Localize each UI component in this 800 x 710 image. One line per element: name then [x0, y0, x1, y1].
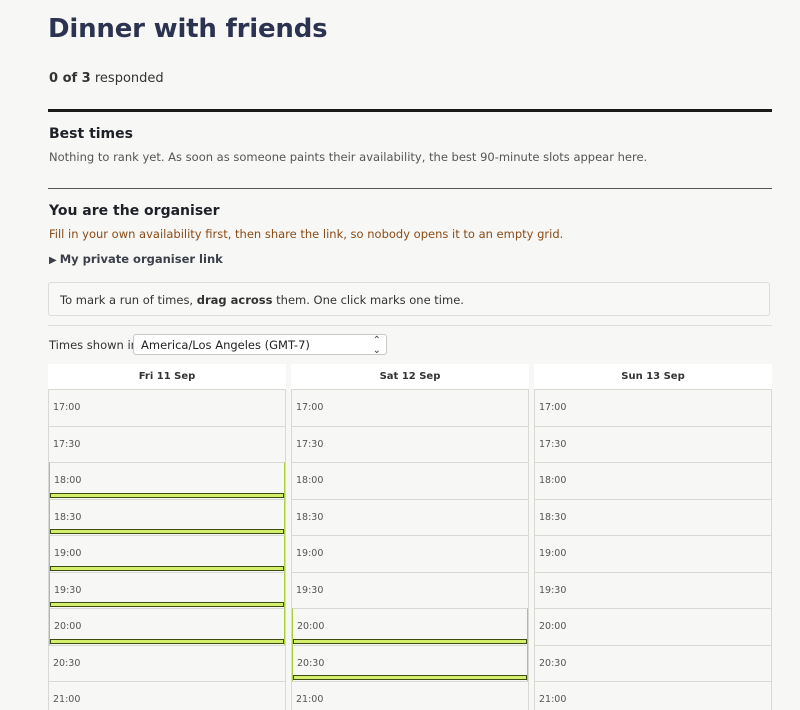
availability-marker [293, 675, 527, 680]
time-slot-label: 21:00 [296, 694, 324, 705]
time-slot-label: 19:00 [539, 548, 567, 559]
time-slot-label: 19:30 [296, 584, 324, 596]
section-divider [48, 188, 772, 189]
time-slot[interactable]: 18:00 [535, 462, 771, 499]
timezone-select[interactable]: America/Los Angeles (GMT-7) ⌃ ⌄ [133, 334, 387, 356]
time-slot[interactable]: 19:00 [292, 535, 528, 572]
time-slot-label: 18:30 [296, 511, 324, 523]
time-slot-label: 20:00 [54, 621, 82, 632]
availability-marker [50, 529, 284, 534]
time-slot-label: 17:30 [53, 438, 81, 450]
drag-hint-box: To mark a run of times, drag across them… [48, 282, 770, 316]
time-slot[interactable]: 17:30 [535, 425, 771, 462]
response-count-suffix: responded [90, 71, 164, 86]
time-slot-label: 20:00 [539, 621, 567, 632]
time-slot[interactable]: 21:00 [292, 681, 528, 710]
time-slot-label: 18:00 [296, 475, 324, 486]
day-column: Sat 12 Sep 17:00 17:30 18:00 18:30 19:00 19:30… [291, 364, 529, 710]
organiser-heading: You are the organiser [49, 203, 220, 219]
time-slot-label: 17:30 [539, 438, 567, 450]
time-slot[interactable]: 20:30 [535, 644, 771, 681]
time-slot[interactable]: 18:30 [292, 498, 528, 535]
time-slot[interactable]: 19:00 [535, 535, 771, 572]
time-slot-label: 20:00 [297, 621, 325, 632]
day-column: Sun 13 Sep 17:00 17:30 18:00 18:30 19:00 19:30… [534, 364, 772, 710]
time-slot[interactable]: 18:30 [535, 498, 771, 535]
best-times-heading: Best times [49, 126, 133, 142]
availability-marker [50, 565, 284, 571]
day-header: Fri 11 Sep [48, 364, 286, 389]
day-slots: 17:00 17:30 18:00 18:30 19:00 19:30 20:00 20:30… [534, 389, 772, 710]
time-slot[interactable]: 18:00 [49, 462, 285, 499]
time-slot-label: 19:30 [539, 584, 567, 596]
day-header: Sun 13 Sep [534, 364, 772, 389]
time-slot[interactable]: 19:00 [49, 535, 285, 572]
time-slot[interactable]: 17:00 [292, 389, 528, 426]
organiser-note: Fill in your own availability first, the… [49, 227, 564, 241]
time-slot[interactable]: 21:00 [49, 681, 285, 710]
section-divider [48, 109, 772, 112]
best-times-message: Nothing to rank yet. As soon as someone … [49, 150, 648, 164]
time-slot-label: 20:30 [539, 657, 567, 669]
time-slot-label: 17:00 [53, 402, 81, 413]
time-slot-label: 18:30 [54, 511, 82, 523]
availability-marker [50, 492, 284, 498]
section-divider [48, 325, 772, 326]
time-slot[interactable]: 17:00 [49, 389, 285, 426]
time-slot-label: 21:00 [53, 694, 81, 705]
time-slot[interactable]: 17:30 [49, 425, 285, 462]
time-slot[interactable]: 20:00 [535, 608, 771, 645]
timezone-selected-value: America/Los Angeles (GMT-7) [141, 338, 310, 352]
time-slot[interactable]: 20:00 [292, 608, 528, 645]
time-slot[interactable]: 20:30 [49, 644, 285, 681]
time-slot[interactable]: 17:00 [535, 389, 771, 426]
time-slot-label: 19:00 [296, 548, 324, 559]
hint-bold: drag across [196, 293, 273, 307]
time-slot-label: 21:00 [539, 694, 567, 705]
time-slot-label: 19:30 [54, 584, 82, 596]
hint-suffix: them. One click marks one time. [272, 293, 464, 307]
updown-chevron-icon: ⌃ ⌄ [372, 335, 381, 356]
time-slot-label: 18:30 [539, 511, 567, 523]
time-slot-label: 18:00 [539, 475, 567, 486]
private-organiser-link-label: My private organiser link [59, 252, 223, 266]
time-slot[interactable]: 21:00 [535, 681, 771, 710]
availability-marker [50, 602, 284, 607]
page-title: Dinner with friends [48, 14, 328, 44]
availability-marker [293, 638, 527, 644]
time-slot[interactable]: 20:30 [292, 644, 528, 681]
time-slot-label: 20:30 [53, 657, 81, 669]
time-slot-label: 17:30 [296, 438, 324, 450]
time-slot[interactable]: 20:00 [49, 608, 285, 645]
hint-prefix: To mark a run of times, [60, 293, 197, 307]
time-slot[interactable]: 19:30 [49, 571, 285, 608]
time-slot[interactable]: 19:30 [535, 571, 771, 608]
time-slot[interactable]: 19:30 [292, 571, 528, 608]
day-slots: 17:00 17:30 18:00 18:30 19:00 19:30 20:00 20:30… [291, 389, 529, 710]
time-slot-label: 20:30 [297, 657, 325, 669]
private-organiser-link-toggle[interactable]: ▶ My private organiser link [49, 252, 223, 266]
time-slot[interactable]: 18:30 [49, 498, 285, 535]
time-slot-label: 17:00 [539, 402, 567, 413]
time-slot-label: 17:00 [296, 402, 324, 413]
time-slot[interactable]: 17:30 [292, 425, 528, 462]
timezone-label: Times shown in [49, 338, 138, 352]
day-header: Sat 12 Sep [291, 364, 529, 389]
time-slot[interactable]: 18:00 [292, 462, 528, 499]
availability-marker [50, 638, 284, 644]
response-count-value: 0 of 3 [49, 71, 91, 86]
response-count: 0 of 3 responded [49, 71, 164, 86]
triangle-right-icon: ▶ [49, 255, 57, 266]
time-slot-label: 18:00 [54, 475, 82, 486]
day-slots: 17:00 17:30 18:00 18:30 19:00 19:30 20:00 20:30… [48, 389, 286, 710]
time-slot-label: 19:00 [54, 548, 82, 559]
day-column: Fri 11 Sep 17:00 17:30 18:00 18:30 19:00 19:30… [48, 364, 286, 710]
